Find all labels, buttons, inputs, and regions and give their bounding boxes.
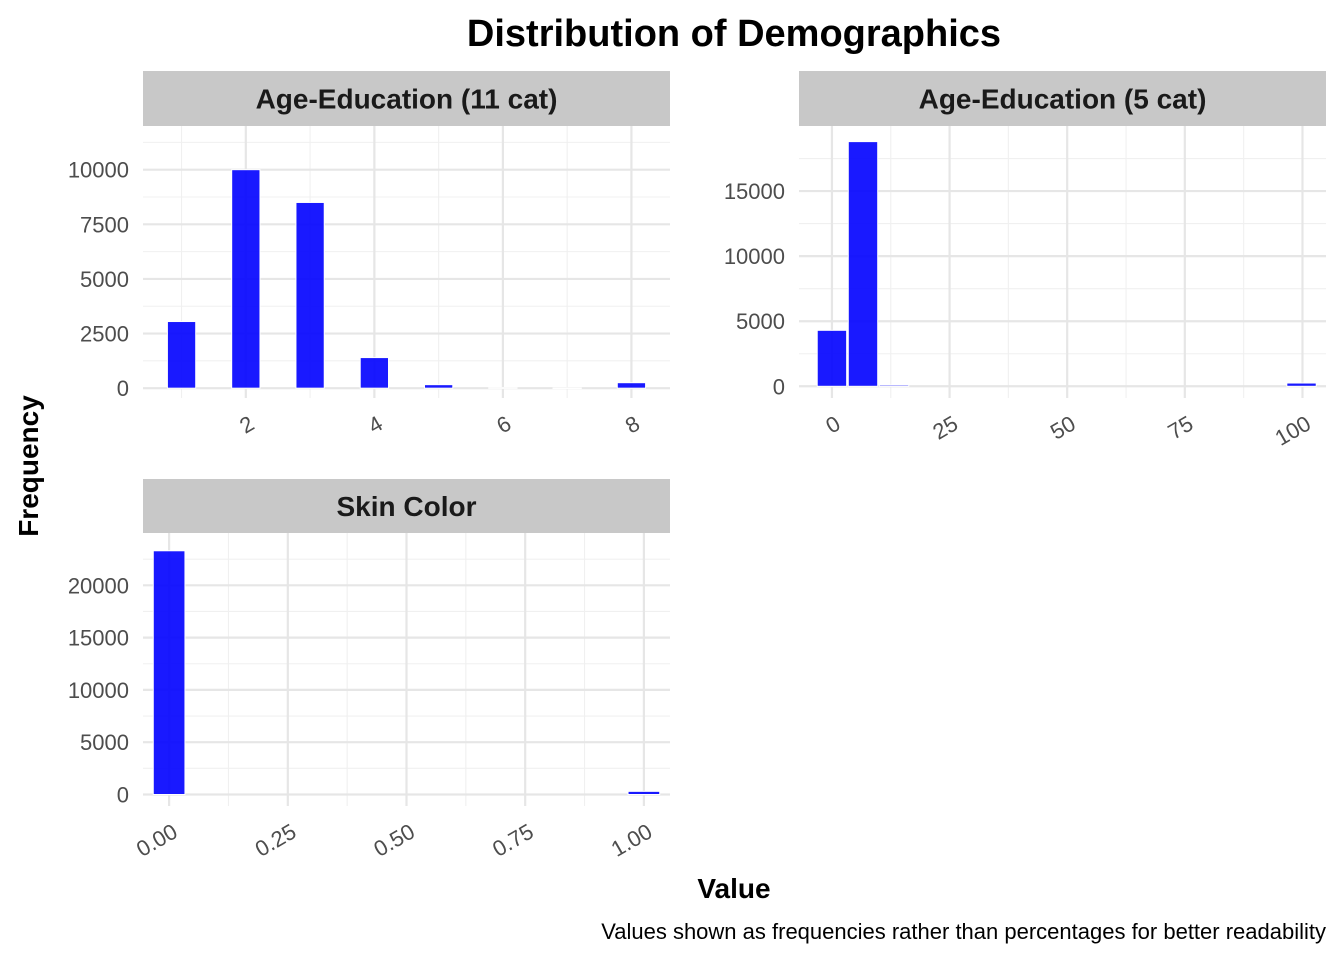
histogram-bar	[423, 384, 454, 389]
x-axis-title: Value	[697, 873, 770, 904]
facet-strip-label: Age-Education (5 cat)	[919, 84, 1207, 115]
histogram-bar	[359, 357, 390, 389]
y-tick-label: 10000	[68, 158, 129, 183]
facet-strip	[799, 71, 1326, 126]
facet-panel-2: Age-Education (5 cat) 0 5000 10000 15000 0 25 5…	[724, 71, 1326, 451]
y-tick-label: 5000	[80, 730, 129, 755]
y-tick-label: 5000	[736, 309, 785, 334]
facet-panel-3: Skin Color 0 5000 10000 15000 20000 0.00 0.25 0.…	[68, 479, 670, 862]
facet-strip-label: Age-Education (11 cat)	[256, 84, 558, 115]
facet-strip-label: Skin Color	[336, 491, 476, 522]
x-tick-label: 0.50	[369, 819, 419, 862]
y-axis-title: Frequency	[13, 395, 44, 537]
histogram-bar	[816, 329, 848, 387]
histogram-bar	[152, 550, 186, 795]
facet-strip	[143, 479, 670, 533]
x-tick-label: 0	[821, 411, 844, 439]
y-tick-label: 20000	[68, 573, 129, 598]
x-tick-label: 4	[364, 411, 387, 439]
x-tick-label: 25	[928, 411, 962, 445]
y-tick-label: 15000	[724, 179, 785, 204]
x-tick-label: 75	[1164, 411, 1198, 445]
x-tick-label: 0.75	[488, 819, 538, 862]
histogram-bar	[231, 169, 261, 389]
chart-caption: Values shown as frequencies rather than …	[601, 919, 1326, 944]
x-tick-label: 50	[1046, 411, 1080, 445]
y-tick-label: 2500	[80, 322, 129, 347]
histogram-bar	[488, 387, 518, 389]
histogram-bar	[847, 141, 879, 387]
y-tick-label: 10000	[724, 244, 785, 269]
histogram-bar	[552, 387, 582, 390]
y-tick-label: 7500	[80, 212, 129, 237]
facet-panels: Age-Education (11 cat)025005000750010000…	[68, 71, 1326, 862]
histogram-bar	[295, 201, 325, 389]
y-tick-label: 0	[117, 782, 129, 807]
facet-strip	[143, 71, 670, 126]
y-tick-label: 15000	[68, 626, 129, 651]
x-tick-label: 0.00	[132, 819, 182, 862]
histogram-bar	[616, 382, 647, 389]
facet-panel-1: Age-Education (11 cat) 0 2500 5000 7500 10000…	[68, 71, 670, 438]
x-tick-label: 2	[235, 411, 258, 439]
y-tick-label: 10000	[68, 678, 129, 703]
histogram-bar	[878, 384, 910, 387]
x-tick-label: 8	[621, 411, 644, 439]
histogram-bar	[166, 321, 197, 389]
y-tick-label: 0	[773, 374, 785, 399]
histogram-bar	[627, 790, 661, 795]
x-tick-label: 100	[1271, 411, 1315, 451]
x-tick-label: 6	[492, 411, 515, 439]
y-tick-label: 0	[117, 376, 129, 401]
chart-title: Distribution of Demographics	[467, 13, 1001, 55]
x-tick-label: 0.25	[251, 819, 301, 862]
histogram-bar	[1286, 382, 1317, 387]
x-tick-label: 1.00	[607, 819, 657, 862]
y-tick-label: 5000	[80, 267, 129, 292]
